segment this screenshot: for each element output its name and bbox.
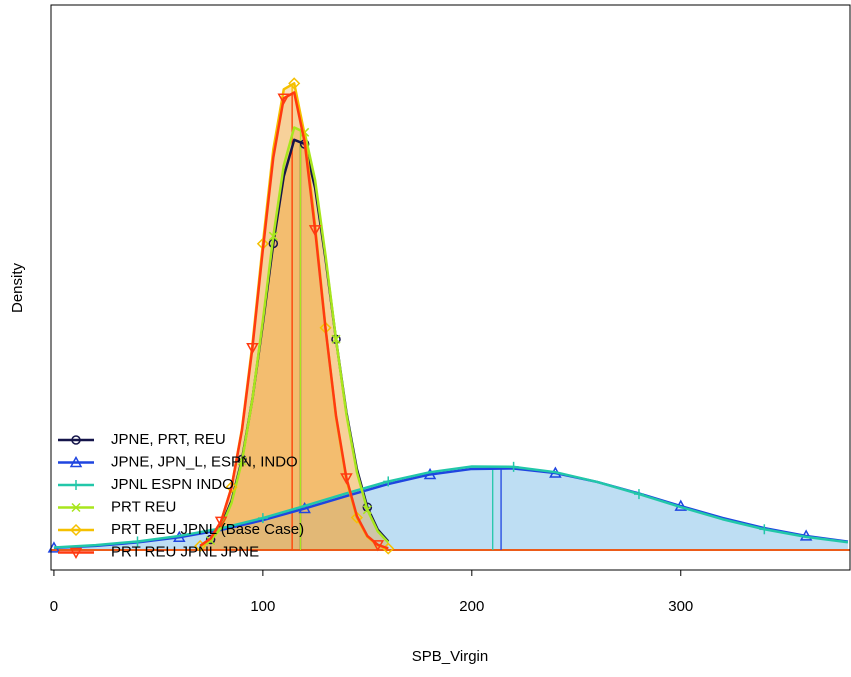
marker [308, 225, 322, 237]
x-tick-label: 200 [459, 598, 484, 615]
marker [277, 93, 291, 105]
legend-label: JPNE, PRT, REU [111, 431, 226, 448]
marker-part [268, 231, 278, 241]
marker [132, 536, 143, 547]
marker [69, 547, 83, 560]
marker-part [205, 534, 216, 545]
marker [69, 455, 83, 468]
marker-part [237, 456, 247, 466]
x-tick-label: 300 [668, 598, 693, 615]
density-line [53, 465, 849, 549]
marker [362, 505, 372, 515]
marker [71, 480, 81, 490]
marker-part [362, 505, 372, 515]
density-line [199, 126, 390, 548]
marker [69, 523, 83, 537]
marker-part [69, 455, 83, 468]
marker [214, 516, 228, 528]
marker [257, 513, 268, 524]
y-axis-label: Density [9, 262, 26, 313]
legend-label: PRT REU JPNL JPNE [111, 543, 259, 560]
marker-part [331, 334, 341, 344]
legend-label: JPNE, JPN_L, ESPN, INDO [111, 453, 298, 470]
marker [268, 231, 278, 241]
plot-frame [50, 4, 851, 571]
marker [350, 511, 363, 524]
density-fill [53, 466, 848, 551]
marker [288, 77, 301, 90]
x-axis-label: SPB_Virgin [412, 648, 488, 665]
marker [205, 534, 216, 545]
marker-part [71, 502, 81, 513]
marker [237, 456, 247, 466]
marker [633, 489, 644, 500]
marker-part [69, 523, 83, 537]
marker [371, 540, 385, 552]
marker-part [340, 473, 353, 485]
marker-part [206, 536, 216, 546]
marker-part [308, 225, 322, 237]
marker-part [350, 511, 363, 524]
density-line [199, 91, 389, 550]
density-fill [53, 468, 848, 551]
x-tick-label: 0 [50, 598, 58, 615]
marker [71, 502, 81, 513]
marker [298, 501, 311, 514]
marker-part [71, 435, 81, 445]
marker-part [277, 93, 291, 105]
marker-part [225, 481, 238, 494]
marker-part [69, 547, 83, 560]
marker [246, 343, 259, 355]
marker-part [246, 343, 259, 355]
legend-label: PRT REU JPNL (Base Case) [111, 521, 304, 538]
legend-label: PRT REU [111, 498, 176, 515]
marker-part [298, 501, 311, 514]
marker [225, 481, 238, 494]
marker-part [288, 77, 301, 90]
legend-label: JPNL ESPN INDO [111, 476, 234, 493]
marker [331, 334, 341, 344]
x-tick-label: 100 [250, 598, 275, 615]
marker-part [214, 516, 228, 528]
marker [340, 473, 353, 485]
marker [759, 524, 770, 535]
marker [71, 435, 81, 445]
marker [206, 536, 216, 546]
marker [383, 476, 394, 487]
marker [508, 461, 519, 472]
marker-part [371, 540, 385, 552]
